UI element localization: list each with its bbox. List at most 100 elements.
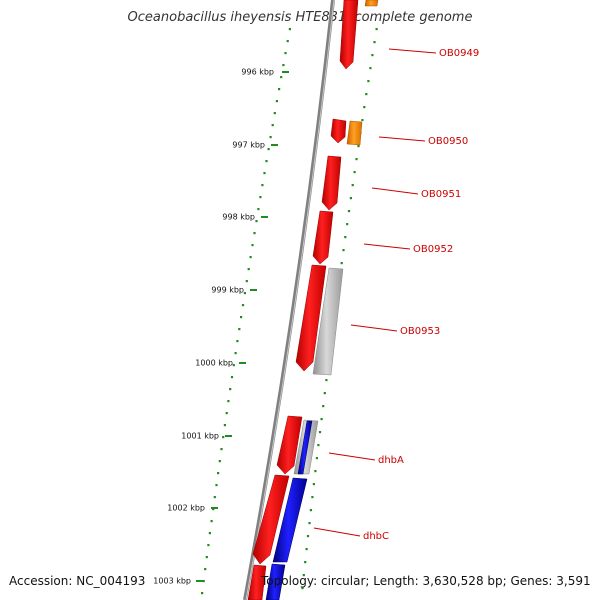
gc-dot — [229, 388, 232, 391]
gc-dot — [361, 119, 364, 122]
gene-bottom-blue[interactable] — [265, 563, 286, 600]
gene-orange-ob0950[interactable] — [346, 120, 363, 146]
gene-dhba-arrow[interactable] — [276, 415, 303, 475]
tick-label: 997 kbp — [232, 141, 265, 150]
gc-dot — [201, 592, 204, 595]
tick-track: 996 kbp 997 kbp 998 kbp 999 kbp 1000 kbp… — [153, 68, 289, 586]
gc-dot — [284, 52, 287, 55]
gc-dot — [308, 522, 311, 525]
label-leader — [363, 243, 411, 250]
gene-label-dhbc[interactable]: dhbC — [363, 531, 389, 542]
gc-dot — [259, 196, 262, 199]
gc-dot — [304, 561, 307, 564]
gc-dot — [232, 364, 235, 367]
label-leader — [313, 527, 361, 537]
gene-ob0953-gray[interactable] — [312, 267, 344, 376]
gc-dot — [275, 100, 278, 103]
gc-dot — [365, 93, 368, 96]
gene-ob0950-arrow[interactable] — [330, 118, 347, 144]
gc-dot — [369, 67, 372, 70]
gc-dot — [351, 184, 354, 187]
gc-dot — [371, 54, 374, 57]
genome-backbone-highlight — [245, 0, 335, 600]
gc-dot — [302, 574, 305, 577]
gc-dot — [255, 220, 258, 223]
gc-dot — [208, 532, 211, 535]
label-leader — [350, 324, 398, 332]
gc-dot — [217, 472, 220, 475]
gc-dot — [309, 509, 312, 512]
gene-label-dhba[interactable]: dhbA — [378, 455, 404, 466]
map-title: Oceanobacillus iheyensis HTE831, complet… — [127, 10, 473, 25]
genome-backbone — [243, 0, 335, 600]
gc-dot — [320, 418, 323, 421]
gene-label-ob0950[interactable]: OB0950 — [428, 136, 468, 147]
gc-dot — [227, 400, 230, 403]
label-leader — [388, 48, 437, 54]
tick-label: 998 kbp — [222, 213, 255, 222]
gc-dot — [263, 172, 266, 175]
gc-dot — [317, 444, 320, 447]
gc-dot — [301, 587, 304, 590]
gc-dot — [288, 28, 291, 31]
gc-dot — [204, 568, 207, 571]
gene-dhbc-arrow[interactable] — [252, 474, 290, 565]
gc-dot — [340, 262, 343, 265]
gc-dot — [347, 210, 351, 213]
gc-dot — [240, 316, 243, 319]
gene-dhbc-blue[interactable] — [272, 477, 308, 563]
gene-label-ob0953[interactable]: OB0953 — [400, 326, 440, 337]
gc-dot — [323, 392, 326, 395]
label-leader — [328, 452, 376, 461]
label-leader — [378, 136, 426, 142]
gc-dot — [205, 556, 208, 559]
gene-label-ob0952[interactable]: OB0952 — [413, 244, 453, 255]
gc-dot — [355, 158, 358, 161]
gene-label-ob0949[interactable]: OB0949 — [439, 48, 479, 59]
gc-dot — [253, 232, 256, 235]
gc-dot — [220, 448, 223, 451]
gene-label-ob0951[interactable]: OB0951 — [421, 189, 461, 200]
gc-dot — [353, 171, 356, 174]
gc-dot-track-left — [201, 28, 291, 595]
gc-dot — [305, 548, 308, 551]
tick-label: 1002 kbp — [167, 504, 205, 513]
gene-dhba-blue[interactable] — [297, 420, 313, 475]
label-leader — [371, 187, 419, 195]
gc-dot — [251, 244, 254, 247]
gc-dot — [273, 112, 276, 115]
gc-dot — [373, 41, 376, 44]
gc-dot — [230, 376, 234, 379]
gene-bottom-red[interactable] — [247, 564, 267, 600]
gene-track — [247, 0, 379, 600]
tick-label: 1003 kbp — [153, 577, 191, 586]
gc-dot — [234, 352, 237, 355]
gc-dot — [286, 40, 289, 43]
gc-dot — [218, 460, 221, 463]
gene-ob0951-arrow[interactable] — [321, 155, 342, 211]
gc-dot — [306, 535, 310, 538]
gene-orange-top[interactable] — [364, 0, 379, 7]
gc-dot — [238, 328, 241, 331]
accession-text: Accession: NC_004193 — [9, 574, 146, 588]
gene-ob0949-arrow[interactable] — [339, 0, 359, 70]
gc-dot — [202, 580, 205, 583]
gc-dot — [215, 484, 218, 487]
gc-dot — [318, 431, 322, 434]
gc-dot — [213, 496, 216, 499]
gc-dot — [344, 236, 347, 239]
gc-dot — [223, 424, 226, 427]
gc-dot — [241, 304, 245, 307]
gc-dot — [261, 184, 264, 187]
tick-label: 1000 kbp — [195, 359, 233, 368]
gene-label-track: OB0949 OB0950 OB0951 OB0952 OB0953 dhbA … — [313, 48, 479, 542]
gc-dot — [282, 64, 285, 67]
gc-dot — [222, 436, 225, 439]
tick-label: 996 kbp — [241, 68, 274, 77]
gene-ob0952-arrow[interactable] — [312, 210, 334, 265]
genome-summary-text: Topology: circular; Length: 3,630,528 bp… — [261, 574, 591, 588]
gene-ob0953-arrow[interactable] — [295, 264, 327, 372]
gc-dot — [375, 28, 378, 31]
gc-dot — [346, 223, 349, 226]
gc-dot — [257, 208, 260, 211]
